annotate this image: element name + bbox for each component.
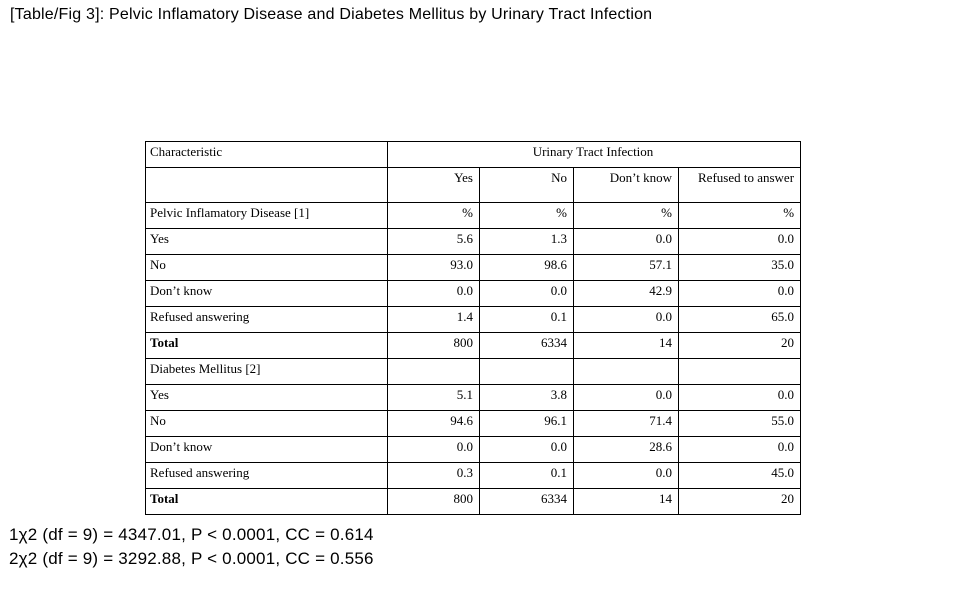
- col-header-yes: Yes: [387, 167, 480, 203]
- cell-value: 0.0: [573, 384, 679, 411]
- cell-label: Yes: [145, 384, 388, 411]
- cell-value: 20: [677, 488, 802, 515]
- cell-value: 35.0: [677, 254, 802, 281]
- cell-value: 3.8: [479, 384, 574, 411]
- footnote-line-2: 2χ2 (df = 9) = 3292.88, P < 0.0001, CC =…: [9, 549, 374, 568]
- table-row-dm-yes: Yes 5.1 3.8 0.0 0.0: [145, 384, 802, 411]
- cell-label: No: [145, 254, 388, 281]
- cell-value: %: [677, 202, 802, 229]
- cell-value: 0.0: [573, 462, 679, 489]
- cell-label: Don’t know: [145, 436, 388, 463]
- cell-label: Pelvic Inflamatory Disease [1]: [145, 202, 388, 229]
- cell-value: 71.4: [573, 410, 679, 437]
- cell-value: 6334: [479, 488, 574, 515]
- cell-value: 14: [573, 332, 679, 359]
- cell-label: Total: [145, 332, 388, 359]
- cell-value: 0.0: [573, 306, 679, 333]
- table-row-pid-section: Pelvic Inflamatory Disease [1] % % % %: [145, 202, 802, 229]
- table-row-dm-no: No 94.6 96.1 71.4 55.0: [145, 410, 802, 437]
- cell-label: No: [145, 410, 388, 437]
- cell-value: 0.1: [479, 462, 574, 489]
- cell-value: 0.0: [479, 280, 574, 307]
- cell-value: 0.0: [677, 436, 802, 463]
- cell-value: 0.0: [573, 228, 679, 255]
- pid-dm-uti-table: Characteristic Urinary Tract Infection Y…: [145, 141, 802, 515]
- cell-value: 0.0: [677, 228, 802, 255]
- cell-value: 0.1: [479, 306, 574, 333]
- header-empty-cell: [145, 167, 388, 203]
- cell-label: Diabetes Mellitus [2]: [145, 358, 388, 385]
- cell-value: [387, 358, 480, 385]
- col-header-refused-to-answer: Refused to answer: [677, 167, 802, 203]
- cell-value: 55.0: [677, 410, 802, 437]
- cell-value: 28.6: [573, 436, 679, 463]
- cell-value: [677, 358, 802, 385]
- chi-square-footnotes: 1χ2 (df = 9) = 4347.01, P < 0.0001, CC =…: [9, 523, 374, 571]
- cell-value: %: [479, 202, 574, 229]
- cell-value: 6334: [479, 332, 574, 359]
- cell-value: 65.0: [677, 306, 802, 333]
- cell-value: 45.0: [677, 462, 802, 489]
- cell-value: 96.1: [479, 410, 574, 437]
- cell-value: 0.0: [387, 436, 480, 463]
- cell-value: 94.6: [387, 410, 480, 437]
- cell-label: Refused answering: [145, 306, 388, 333]
- header-characteristic: Characteristic: [145, 141, 388, 168]
- cell-label: Total: [145, 488, 388, 515]
- table-row-dm-total: Total 800 6334 14 20: [145, 488, 802, 515]
- table-header-row-1: Characteristic Urinary Tract Infection: [145, 141, 802, 168]
- col-header-dont-know: Don’t know: [573, 167, 679, 203]
- cell-value: 93.0: [387, 254, 480, 281]
- cell-value: 20: [677, 332, 802, 359]
- cell-value: 14: [573, 488, 679, 515]
- table-row-dm-section: Diabetes Mellitus [2]: [145, 358, 802, 385]
- cell-value: 1.4: [387, 306, 480, 333]
- cell-value: 0.0: [479, 436, 574, 463]
- cell-value: [479, 358, 574, 385]
- figure-title: [Table/Fig 3]: Pelvic Inflamatory Diseas…: [10, 6, 653, 23]
- cell-value: 0.3: [387, 462, 480, 489]
- cell-value: 0.0: [677, 280, 802, 307]
- cell-value: [573, 358, 679, 385]
- footnote-line-1: 1χ2 (df = 9) = 4347.01, P < 0.0001, CC =…: [9, 525, 374, 544]
- cell-value: 57.1: [573, 254, 679, 281]
- table-row-dm-refused: Refused answering 0.3 0.1 0.0 45.0: [145, 462, 802, 489]
- table-row-dm-dont-know: Don’t know 0.0 0.0 28.6 0.0: [145, 436, 802, 463]
- cell-value: 42.9: [573, 280, 679, 307]
- cell-label: Don’t know: [145, 280, 388, 307]
- table-row-pid-dont-know: Don’t know 0.0 0.0 42.9 0.0: [145, 280, 802, 307]
- cell-value: 1.3: [479, 228, 574, 255]
- table-row-pid-total: Total 800 6334 14 20: [145, 332, 802, 359]
- cell-label: Yes: [145, 228, 388, 255]
- cell-value: 0.0: [387, 280, 480, 307]
- table-row-pid-refused: Refused answering 1.4 0.1 0.0 65.0: [145, 306, 802, 333]
- cell-value: 800: [387, 488, 480, 515]
- col-header-no: No: [479, 167, 574, 203]
- cell-value: %: [573, 202, 679, 229]
- cell-value: 800: [387, 332, 480, 359]
- cell-value: 0.0: [677, 384, 802, 411]
- table-row-pid-no: No 93.0 98.6 57.1 35.0: [145, 254, 802, 281]
- cell-value: 5.6: [387, 228, 480, 255]
- header-urinary-tract-infection: Urinary Tract Infection: [386, 141, 802, 168]
- cell-value: 98.6: [479, 254, 574, 281]
- table-row-pid-yes: Yes 5.6 1.3 0.0 0.0: [145, 228, 802, 255]
- cell-value: 5.1: [387, 384, 480, 411]
- cell-value: %: [387, 202, 480, 229]
- table-header-row-2: Yes No Don’t know Refused to answer: [145, 167, 802, 203]
- cell-label: Refused answering: [145, 462, 388, 489]
